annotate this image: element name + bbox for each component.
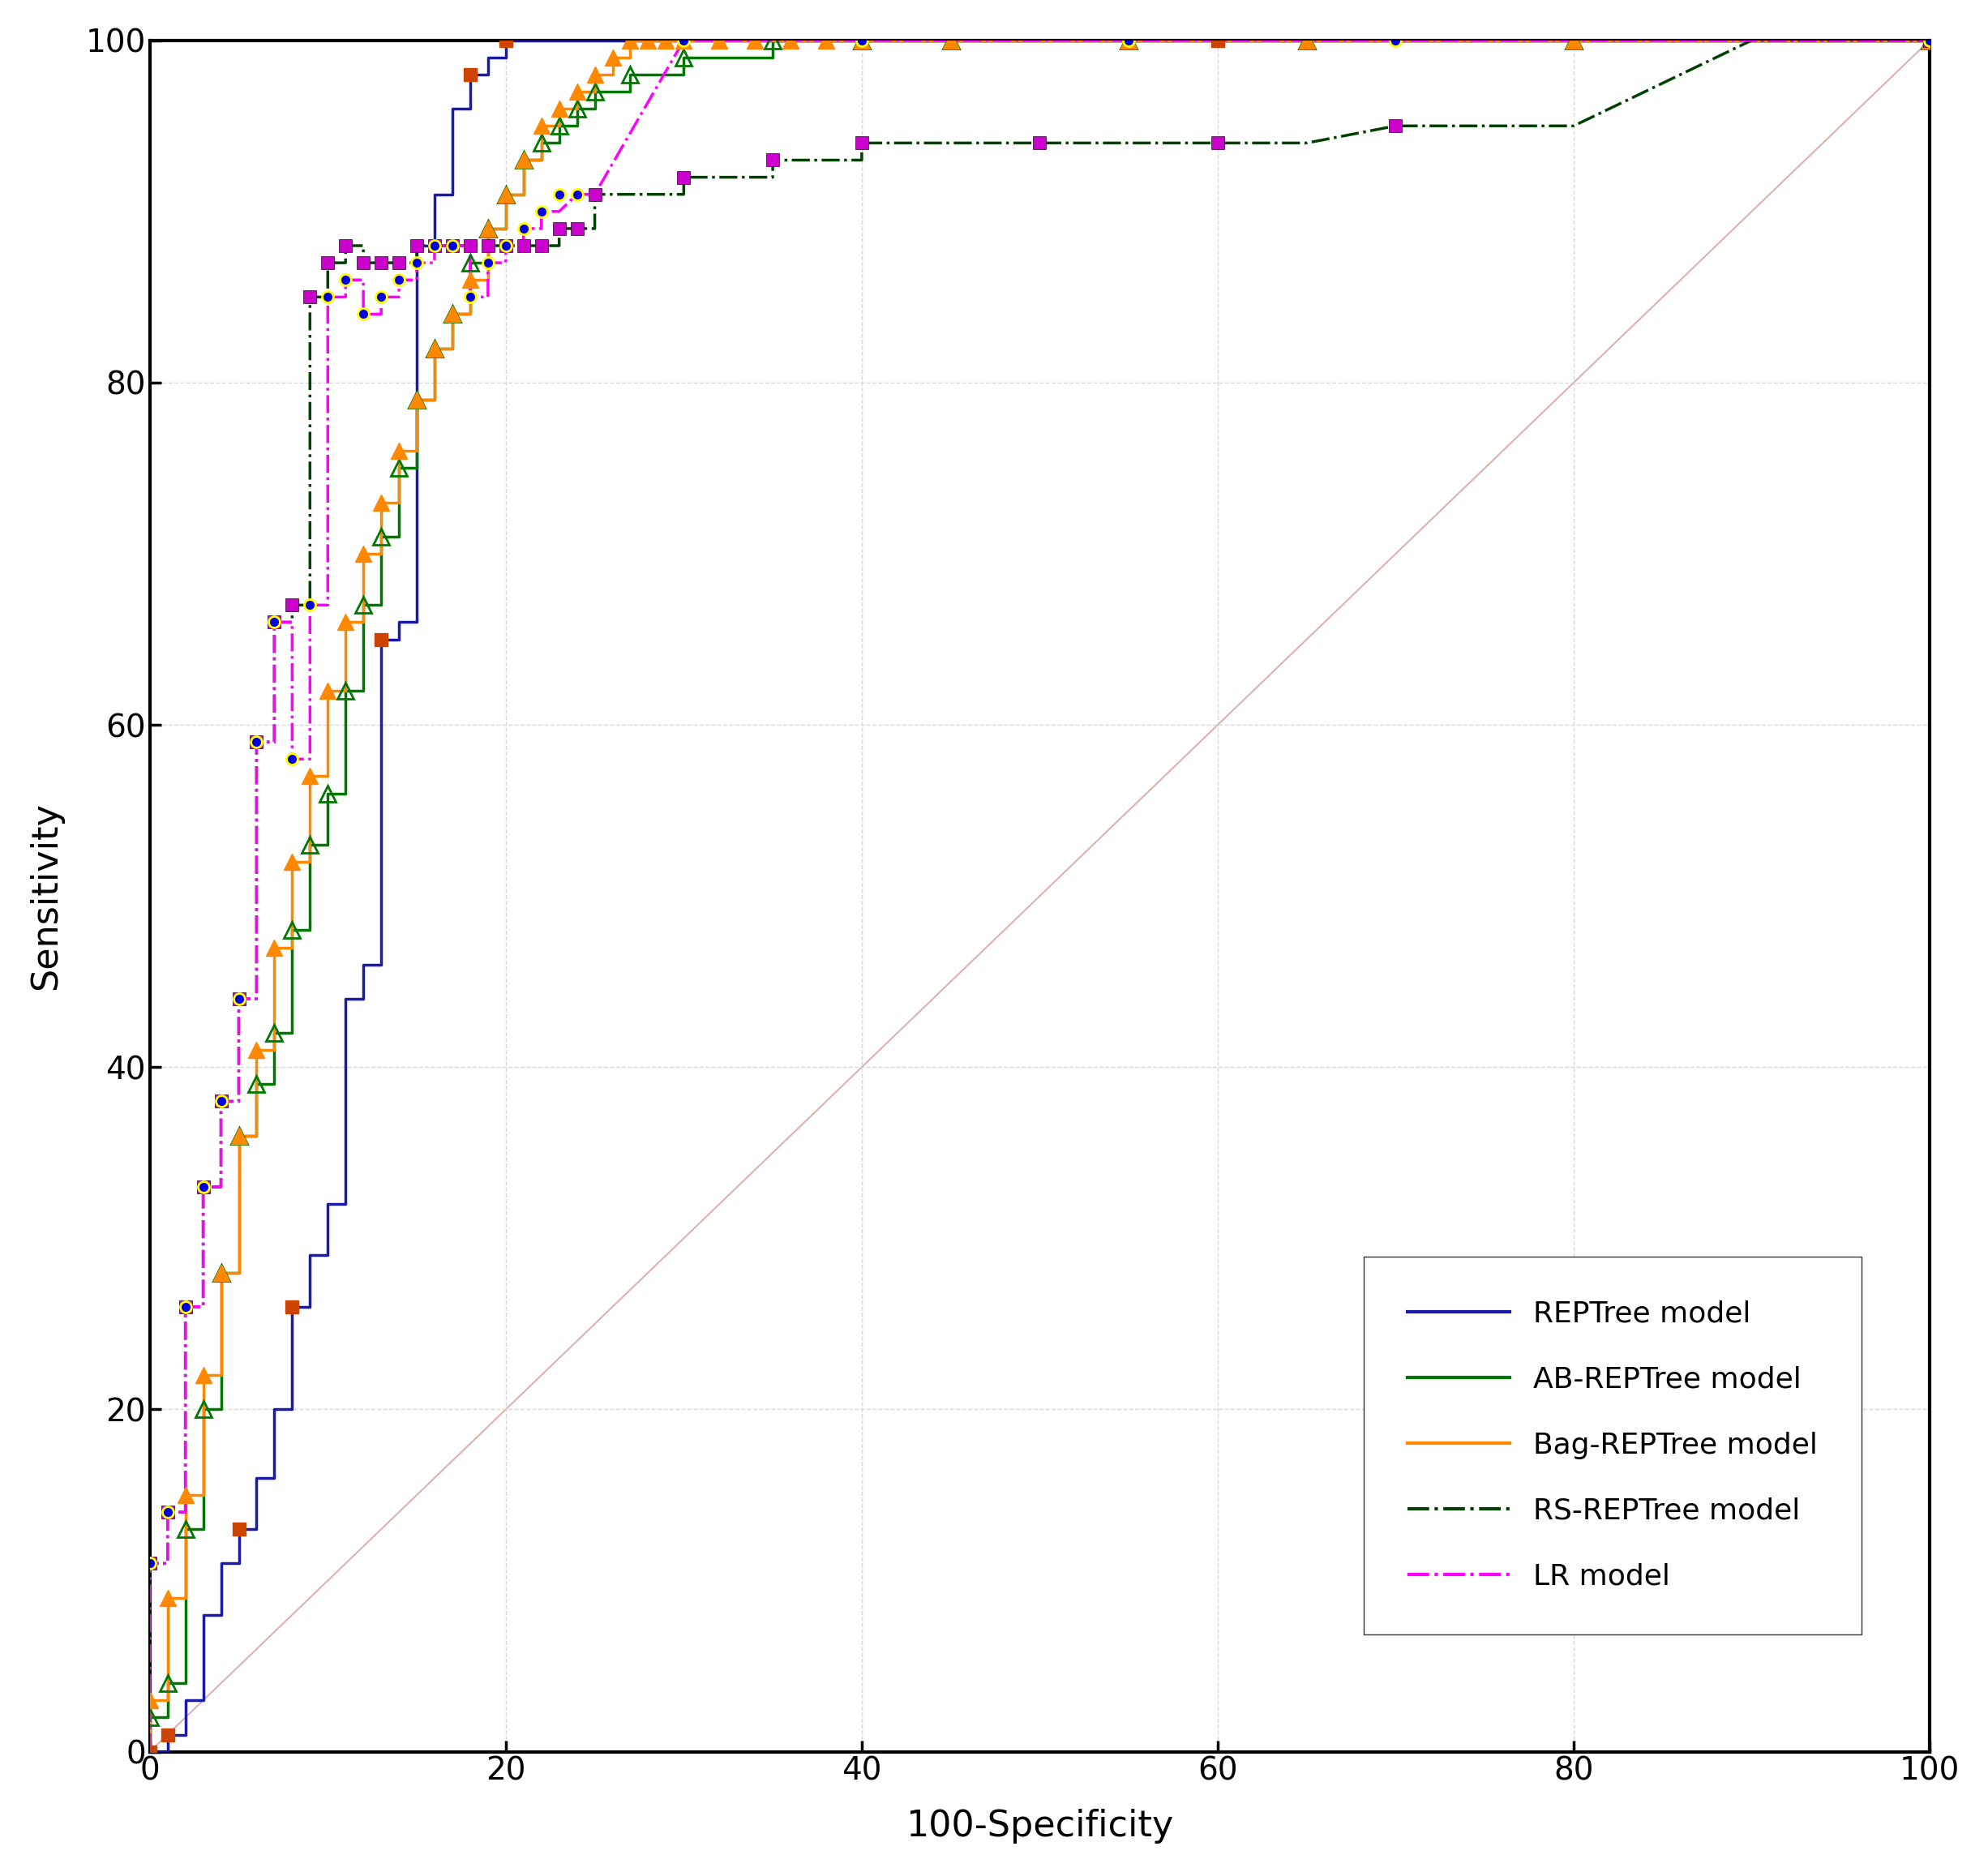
Bag-REPTree model [262,1039,286,1061]
Bag-REPTree model [1294,30,1318,52]
REPTree model [262,1466,286,1488]
REPTree model [334,987,358,1009]
AB-REPTree model [352,680,376,702]
RS-REPTree model [1740,30,1763,52]
Bag-REPTree model [511,183,535,206]
REPTree model [209,1552,233,1574]
RS-REPTree model [209,1176,233,1198]
AB-REPTree model [280,1022,304,1045]
Line: RS-REPTree model: RS-REPTree model [149,41,1930,1752]
RS-REPTree model [582,217,606,240]
Bag-REPTree model [370,543,394,565]
LR model [316,286,340,309]
Line: LR model: LR model [149,41,1930,1752]
REPTree model [227,1518,250,1541]
REPTree model [352,987,376,1009]
Line: Bag-REPTree model: Bag-REPTree model [149,41,1930,1752]
LR model [1028,30,1052,52]
REPTree model [441,183,465,206]
LR model [459,234,483,256]
REPTree model [137,1741,161,1763]
Bag-REPTree model [388,440,412,462]
REPTree model [298,1295,322,1318]
AB-REPTree model [938,30,962,52]
RS-REPTree model [1918,30,1942,52]
REPTree model [280,1295,304,1318]
REPTree model [209,1604,233,1627]
REPTree model [280,1398,304,1421]
AB-REPTree model [1918,30,1942,52]
REPTree model [406,234,429,256]
REPTree model [511,30,535,52]
REPTree model [155,1741,179,1763]
REPTree model [245,1518,268,1541]
REPTree model [475,64,499,86]
LR model [137,1741,161,1763]
REPTree model [388,610,412,633]
REPTree model [475,47,499,69]
REPTree model [316,1245,340,1267]
RS-REPTree model [227,1090,250,1112]
RS-REPTree model [406,251,429,273]
Legend: REPTree model, AB-REPTree model, Bag-REPTree model, RS-REPTree model, LR model: REPTree model, AB-REPTree model, Bag-REP… [1364,1256,1861,1634]
REPTree model [370,629,394,651]
Line: REPTree model: REPTree model [149,41,1930,1752]
AB-REPTree model [1207,30,1231,52]
REPTree model [245,1466,268,1488]
REPTree model [1918,30,1942,52]
REPTree model [155,1724,179,1747]
Bag-REPTree model [352,543,376,565]
AB-REPTree model [1028,30,1052,52]
RS-REPTree model [370,251,394,273]
Y-axis label: Sensitivity: Sensitivity [28,801,64,990]
X-axis label: 100-Specificity: 100-Specificity [907,1808,1173,1844]
REPTree model [352,953,376,975]
Line: AB-REPTree model: AB-REPTree model [149,41,1930,1752]
RS-REPTree model [1207,131,1231,154]
REPTree model [316,1192,340,1215]
Bag-REPTree model [137,1741,161,1763]
REPTree model [423,234,447,256]
REPTree model [298,1245,322,1267]
LR model [672,30,696,52]
REPTree model [262,1398,286,1421]
REPTree model [493,30,517,52]
RS-REPTree model [137,1741,161,1763]
Bag-REPTree model [618,30,642,52]
REPTree model [406,610,429,633]
AB-REPTree model [459,303,483,326]
REPTree model [173,1724,197,1747]
REPTree model [493,47,517,69]
REPTree model [388,629,412,651]
REPTree model [191,1604,215,1627]
LR model [423,251,447,273]
REPTree model [459,64,483,86]
REPTree model [423,183,447,206]
REPTree model [511,30,535,52]
REPTree model [459,97,483,120]
REPTree model [227,1552,250,1574]
REPTree model [173,1689,197,1711]
AB-REPTree model [137,1741,161,1763]
LR model [262,730,286,753]
REPTree model [441,97,465,120]
REPTree model [191,1689,215,1711]
LR model [245,987,268,1009]
AB-REPTree model [761,30,785,52]
Bag-REPTree model [1918,30,1942,52]
REPTree model [334,1192,358,1215]
REPTree model [370,953,394,975]
LR model [1918,30,1942,52]
